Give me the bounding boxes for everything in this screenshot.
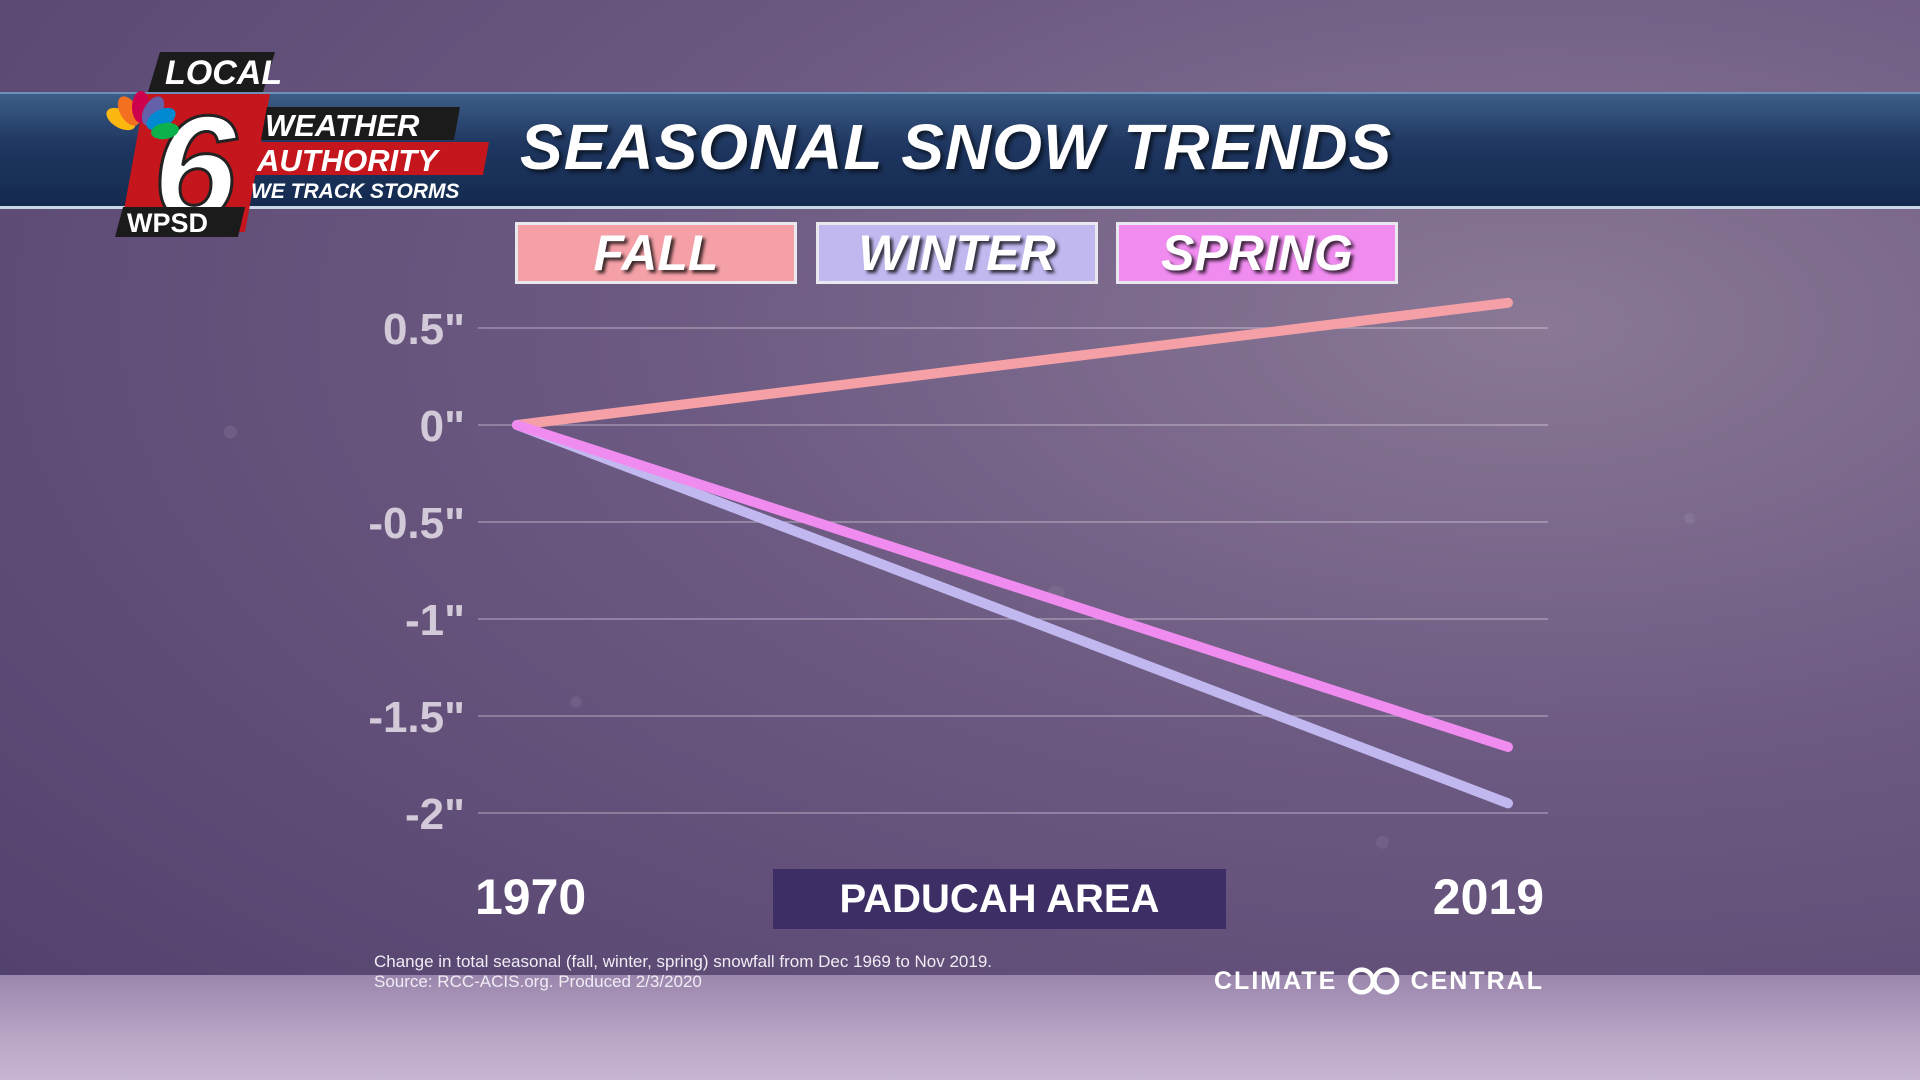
logo-line2: AUTHORITY <box>256 143 441 178</box>
climate-central-logo: CLIMATE CENTRAL <box>1214 960 1544 1002</box>
x-tick-label: 1970 <box>475 869 586 925</box>
y-tick-label: 0.5" <box>383 305 465 354</box>
y-tick-label: -2" <box>405 790 465 839</box>
credit-right: CENTRAL <box>1410 966 1544 995</box>
area-label: PADUCAH AREA <box>773 869 1226 929</box>
footnote-line1: Change in total seasonal (fall, winter, … <box>374 952 992 971</box>
infinity-icon <box>1348 967 1400 995</box>
station-logo: LOCAL 6 WPSD WEATHER AUTHORITY WE TRACK … <box>106 52 489 237</box>
credit-left: CLIMATE <box>1214 966 1338 995</box>
x-tick-label: 2019 <box>1433 869 1544 925</box>
y-tick-label: 0" <box>420 402 465 451</box>
logo-line3: WE TRACK STORMS <box>251 180 459 203</box>
legend-fall-label: FALL <box>593 225 719 281</box>
page-title: SEASONAL SNOW TRENDS <box>520 111 1393 183</box>
y-tick-label: -1" <box>405 596 465 645</box>
legend-fall: FALL <box>515 222 797 284</box>
peacock-icon <box>106 91 179 140</box>
legend-winter: WINTER <box>816 222 1098 284</box>
y-tick-label: -0.5" <box>368 499 465 548</box>
series-line-spring <box>512 420 1513 753</box>
logo-local-text: LOCAL <box>165 54 282 92</box>
legend-spring: SPRING <box>1116 222 1398 284</box>
y-tick-label: -1.5" <box>368 693 465 742</box>
logo-station-text: WPSD <box>127 208 208 237</box>
legend-winter-label: WINTER <box>858 225 1056 281</box>
footnote-line2: Source: RCC-ACIS.org. Produced 2/3/2020 <box>374 972 702 991</box>
series-line-fall <box>512 297 1513 430</box>
logo-line1: WEATHER <box>265 108 420 143</box>
footnote: Change in total seasonal (fall, winter, … <box>374 952 992 992</box>
series-line-winter <box>512 420 1513 809</box>
legend-spring-label: SPRING <box>1161 225 1353 281</box>
bottom-band <box>0 975 1920 1080</box>
